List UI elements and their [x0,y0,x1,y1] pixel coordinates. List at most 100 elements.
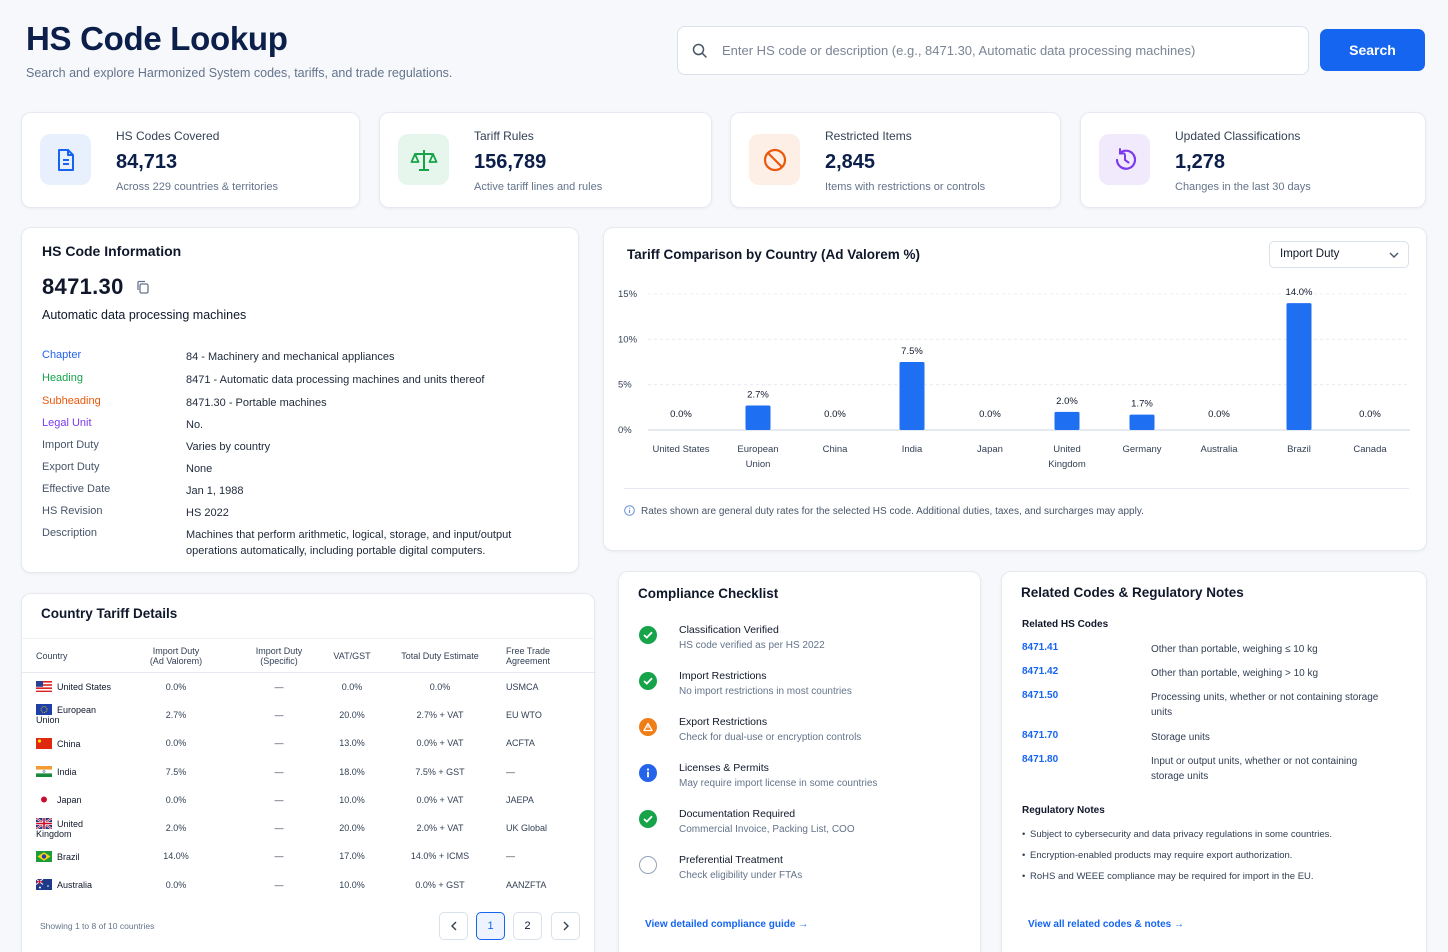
stat-value: 156,789 [474,151,547,173]
related-code-link[interactable]: 8471.80 [1022,754,1059,765]
cell-fta: USMCA [506,681,539,692]
duty-type-select[interactable]: Import Duty [1269,241,1409,268]
data-label: 0.0% [979,409,1001,420]
country-name: China [57,738,81,749]
hs-info-value: 8471 - Automatic data processing machine… [186,374,485,386]
data-label: 1.7% [1131,399,1153,410]
cell-ad-valorem: 0.0% [165,738,187,749]
table-row[interactable]: China 0.0% — 13.0% 0.0% + VAT ACFTA [22,729,596,757]
cell-specific: — [274,681,284,692]
country-cell: India [22,757,118,785]
data-label: 14.0% [1286,287,1313,298]
hs-info-key: Effective Date [42,483,111,495]
hs-info-value: Varies by country [186,441,271,453]
hs-info-key: Legal Unit [42,417,92,429]
table-row[interactable]: United States 0.0% — 0.0% 0.0% USMCA [22,673,596,701]
cell-vat: 10.0% [339,879,365,890]
compliance-title: Compliance Checklist [638,586,779,601]
table-header: Free Trade Agreement [500,638,596,673]
country-tariff-table: Country Import Duty (Ad Valorem) Import Dut… [22,638,596,899]
stat-note: Across 229 countries & territories [116,181,279,193]
stat-value: 84,713 [116,151,178,173]
page-2-button[interactable]: 2 [513,912,542,940]
country-name: United Kingdom [36,818,84,839]
table-row[interactable]: United Kingdom 2.0% — 20.0% 2.0% + VAT UK Glo… [22,814,596,842]
cell-specific: — [274,794,284,805]
cell-fta: UK Global [506,823,548,834]
stat-label: Restricted Items [825,129,912,143]
page-1-button[interactable]: 1 [476,912,505,940]
related-code-link[interactable]: 8471.41 [1022,642,1059,653]
related-code-link[interactable]: 8471.42 [1022,666,1059,677]
regulatory-notes-heading: Regulatory Notes [1022,805,1105,816]
y-tick-label: 5% [618,380,632,391]
related-codes-heading: Related HS Codes [1022,619,1109,630]
hs-info-key: Subheading [42,395,101,407]
stat-note: Changes in the last 30 days [1175,181,1311,193]
x-tick-label: Australia [1201,444,1239,455]
related-code-description: Input or output units, whether or not co… [1151,756,1358,782]
cell-fta: AANZFTA [506,879,547,890]
flag-uk-icon [35,816,53,830]
regulatory-note: Encryption-enabled products may require … [1022,850,1292,861]
chevron-left-icon [450,921,456,931]
search-input[interactable] [722,27,1292,74]
compliance-guide-link-text: View detailed compliance guide [645,919,796,930]
table-row[interactable]: Japan 0.0% — 10.0% 0.0% + VAT JAEPA [22,786,596,814]
stat-card-hs-codes: HS Codes Covered 84,713 Across 229 count… [21,112,360,208]
cell-vat: 20.0% [339,709,365,720]
search-box[interactable] [677,26,1309,75]
cell-total: 2.0% + VAT [416,823,464,834]
table-header: Import Duty (Ad Valorem) [118,638,234,673]
related-codes-link-text: View all related codes & notes [1028,919,1172,930]
table-row[interactable]: Australia 0.0% — 10.0% 0.0% + GST AANZFTA [22,871,596,899]
hs-info-key: Heading [42,372,83,384]
copy-icon[interactable] [136,280,150,294]
hs-info-value: HS 2022 [186,507,229,519]
flag-jp-icon [36,794,52,806]
data-label: 0.0% [824,409,846,420]
table-row[interactable]: Brazil 14.0% — 17.0% 14.0% + ICMS — [22,842,596,870]
related-code-link[interactable]: 8471.50 [1022,690,1059,701]
related-codes-link[interactable]: View all related codes & notes → [1028,919,1184,930]
regulatory-note: Subject to cybersecurity and data privac… [1022,829,1332,840]
cell-ad-valorem: 0.0% [165,879,187,890]
prev-page-button[interactable] [439,912,468,940]
cell-ad-valorem: 14.0% [163,851,189,862]
cell-fta: ACFTA [506,738,535,749]
country-cell: Japan [22,786,118,814]
stat-card-updated: Updated Classifications 1,278 Changes in… [1080,112,1426,208]
country-name: Australia [57,880,93,891]
chevron-down-icon [1389,252,1399,258]
cell-total: 0.0% + VAT [416,794,464,805]
table-header-text: Import Duty [152,645,200,656]
related-code-link[interactable]: 8471.70 [1022,730,1059,741]
country-tariff-card: Country Tariff Details Country Import Dut… [21,593,596,952]
hs-info-value: Machines that perform arithmetic, logica… [186,529,512,557]
flag-us-icon [36,681,52,693]
table-row[interactable]: India 7.5% — 18.0% 7.5% + GST — [22,757,596,785]
table-header-text: (Specific) [260,655,298,666]
table-header-text: Import Duty [255,645,303,656]
table-header: Import Duty (Specific) [234,638,324,673]
checklist-item-subtitle: May require import license in some count… [679,778,878,789]
table-header: Country [22,638,118,673]
stat-card-tariff-rules: Tariff Rules 156,789 Active tariff lines… [379,112,712,208]
hs-info-key: Export Duty [42,461,100,473]
cell-total: 7.5% + GST [415,766,465,777]
cell-fta: JAEPA [506,794,534,805]
flag-in-icon [36,766,52,778]
x-tick-label: China [823,444,849,455]
scale-icon [398,134,449,185]
search-button[interactable]: Search [1320,29,1425,71]
hs-info-value: No. [186,419,204,431]
stat-label: HS Codes Covered [116,129,220,143]
next-page-button[interactable] [551,912,580,940]
compliance-guide-link[interactable]: View detailed compliance guide → [645,919,808,930]
table-row[interactable]: European Union 2.7% — 20.0% 2.7% + VAT EU WTO [22,701,596,729]
cell-total: 0.0% + GST [415,879,465,890]
page-subtitle: Search and explore Harmonized System cod… [26,66,453,80]
bar [899,362,925,430]
check-circle-icon [639,626,657,644]
x-tick-label: Japan [977,444,1003,455]
